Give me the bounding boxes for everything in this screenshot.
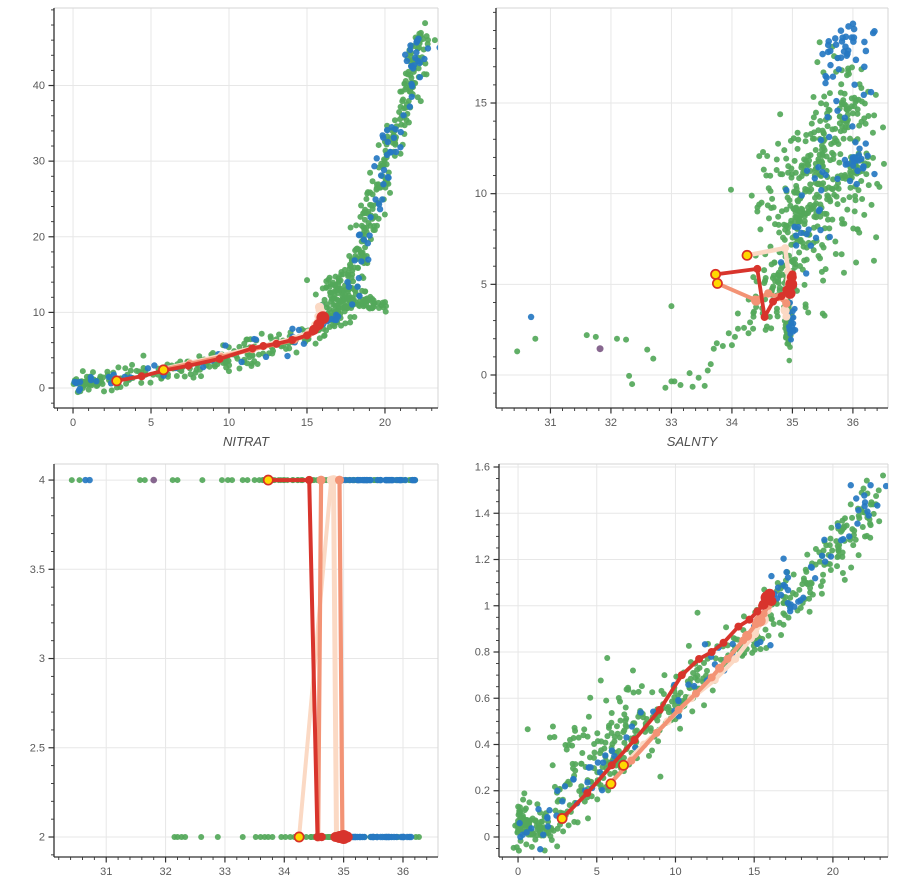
- svg-text:10: 10: [223, 417, 235, 429]
- svg-text:1.4: 1.4: [475, 508, 490, 520]
- svg-text:31: 31: [100, 866, 112, 878]
- svg-text:2.5: 2.5: [30, 742, 45, 754]
- svg-text:1.2: 1.2: [475, 554, 490, 566]
- svg-text:10: 10: [669, 866, 681, 878]
- svg-text:10: 10: [475, 188, 487, 200]
- svg-text:3.5: 3.5: [30, 564, 45, 576]
- svg-text:34: 34: [726, 417, 738, 429]
- svg-text:15: 15: [301, 417, 313, 429]
- svg-text:2: 2: [39, 832, 45, 844]
- svg-text:SALNTY: SALNTY: [667, 434, 719, 449]
- svg-text:20: 20: [827, 866, 839, 878]
- svg-text:30: 30: [33, 156, 45, 168]
- svg-text:35: 35: [786, 417, 798, 429]
- svg-text:20: 20: [33, 231, 45, 243]
- svg-text:20: 20: [379, 417, 391, 429]
- svg-text:5: 5: [481, 279, 487, 291]
- svg-text:0: 0: [481, 369, 487, 381]
- svg-text:40: 40: [33, 80, 45, 92]
- svg-text:33: 33: [219, 866, 231, 878]
- svg-text:32: 32: [605, 417, 617, 429]
- svg-text:5: 5: [594, 866, 600, 878]
- scatter-panel-top-left: 0 5 10 15 20 0 10 20 30 40 NITRAT: [33, 7, 439, 449]
- svg-text:0: 0: [515, 866, 521, 878]
- svg-text:35: 35: [338, 866, 350, 878]
- scatter-panel-bottom-right: 0 5 10 15 20 0 0.2 0.4 0.6 0.8 1 1.2 1.4 1.6: [475, 462, 889, 878]
- svg-text:1.6: 1.6: [475, 462, 490, 474]
- scatter-panel-top-right: 31 32 33 34 35 36 0 5 10 15 SALNTY: [475, 7, 889, 449]
- svg-text:15: 15: [748, 866, 760, 878]
- svg-text:0: 0: [39, 383, 45, 395]
- svg-text:15: 15: [475, 98, 487, 110]
- scatter-panel-bottom-left: 31 32 33 34 35 36 2 2.5 3 3.5 4: [30, 463, 439, 878]
- svg-text:3: 3: [39, 653, 45, 665]
- svg-text:0.8: 0.8: [475, 647, 490, 659]
- svg-text:0: 0: [70, 417, 76, 429]
- svg-text:0.6: 0.6: [475, 693, 490, 705]
- svg-text:4: 4: [39, 475, 45, 487]
- svg-text:31: 31: [544, 417, 556, 429]
- svg-text:34: 34: [278, 866, 290, 878]
- svg-text:0.4: 0.4: [475, 739, 490, 751]
- svg-text:36: 36: [847, 417, 859, 429]
- svg-text:0: 0: [484, 831, 490, 843]
- svg-text:0.2: 0.2: [475, 785, 490, 797]
- svg-text:10: 10: [33, 307, 45, 319]
- svg-text:NITRAT: NITRAT: [223, 434, 270, 449]
- svg-text:32: 32: [159, 866, 171, 878]
- svg-text:1: 1: [484, 600, 490, 612]
- svg-text:36: 36: [397, 866, 409, 878]
- svg-text:5: 5: [148, 417, 154, 429]
- svg-text:33: 33: [665, 417, 677, 429]
